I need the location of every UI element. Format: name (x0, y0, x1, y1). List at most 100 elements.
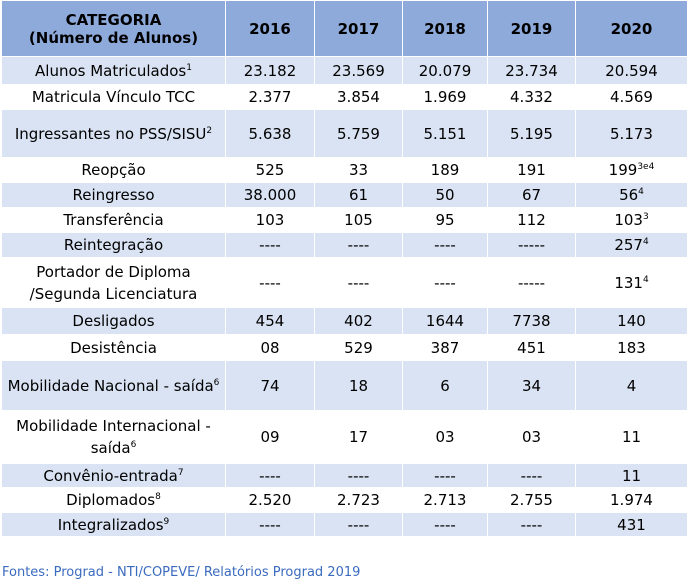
row-value: 74 (225, 360, 315, 411)
row-category: Reingresso (1, 182, 226, 208)
value-text: ---- (520, 515, 543, 534)
row-category-label: Integralizados (57, 515, 164, 534)
value-text: 183 (617, 338, 646, 357)
value-text: ---- (434, 236, 456, 254)
value-text: ----- (517, 236, 546, 254)
value-text: 103 (614, 211, 643, 229)
table-row: Reingresso 38.000 61 50 67 564 (1, 182, 688, 208)
row-value: 3.854 (314, 84, 403, 110)
row-category-label: Convênio-entrada (43, 466, 178, 485)
row-value: 4 (575, 360, 688, 411)
row-value: 5.195 (487, 109, 576, 158)
value-text: 454 (255, 312, 285, 330)
row-category-label: Mobilidade Internacional - saída (16, 417, 211, 457)
value-text: 11 (621, 466, 642, 485)
value-text: ---- (434, 466, 456, 485)
row-value: 431 (575, 512, 688, 537)
footnote-ref: 1 (186, 62, 192, 73)
footnote-ref: 8 (155, 492, 161, 502)
row-value: 112 (487, 207, 576, 233)
row-value: 18 (314, 360, 403, 411)
row-value: ---- (402, 512, 488, 537)
footnote-ref: 4 (642, 274, 649, 285)
row-value: 23.569 (314, 56, 403, 85)
value-text: 20.594 (605, 61, 658, 80)
row-value: 1.974 (575, 487, 688, 513)
row-value: 529 (314, 334, 403, 361)
value-text: 7738 (512, 312, 551, 330)
value-text: 5.759 (337, 124, 380, 143)
value-text: ---- (520, 466, 543, 485)
value-text: ---- (347, 515, 370, 534)
value-text: ---- (434, 273, 456, 292)
value-text: 74 (260, 376, 280, 395)
value-text: 5.638 (248, 124, 292, 143)
row-value: 20.079 (402, 56, 488, 85)
footnote-ref: 4 (642, 237, 649, 247)
row-category-label: Mobilidade Nacional - saída (7, 376, 214, 395)
row-value: 2.755 (487, 487, 576, 513)
value-text: 61 (348, 186, 369, 204)
value-text: 1.974 (610, 491, 653, 509)
value-text: 402 (344, 312, 373, 330)
row-value: ---- (487, 463, 576, 488)
value-text: 6 (440, 376, 450, 395)
value-text: 387 (430, 338, 460, 357)
value-text: 451 (517, 338, 546, 357)
value-text: 431 (617, 515, 646, 534)
row-category: Mobilidade Nacional - saída6 (1, 360, 226, 411)
row-value: 1644 (402, 307, 488, 335)
row-value: 11 (575, 410, 688, 464)
value-text: 67 (521, 186, 542, 204)
header-category: CATEGORIA (Número de Alunos) (1, 0, 226, 57)
row-value: 140 (575, 307, 688, 335)
header-category-line2: (Número de Alunos) (28, 28, 199, 47)
table-row: Ingressantes no PSS/SISU2 5.638 5.759 5.151… (1, 109, 688, 158)
value-text: 199 (608, 161, 638, 179)
value-text: 189 (430, 161, 460, 179)
value-text: ---- (347, 273, 370, 292)
value-text: 2.377 (248, 88, 292, 106)
row-category: Reopção (1, 157, 226, 183)
row-value: ----- (487, 232, 576, 258)
table-row: Mobilidade Nacional - saída6 74 18 6 34 4 (1, 360, 688, 411)
row-value: 105 (314, 207, 403, 233)
row-category: Diplomados8 (1, 487, 226, 513)
row-value: ---- (314, 463, 403, 488)
row-value: 189 (402, 157, 488, 183)
row-value: 95 (402, 207, 488, 233)
row-value: ---- (487, 512, 576, 537)
value-text: 09 (260, 428, 280, 446)
value-text: 50 (435, 186, 455, 204)
row-value: 50 (402, 182, 488, 208)
row-value: 7738 (487, 307, 576, 335)
value-text: ---- (259, 466, 281, 485)
value-text: ---- (347, 236, 370, 254)
footnote-ref: 3 (642, 212, 649, 222)
table-row: Mobilidade Internacional - saída6 09 17 03 0… (1, 410, 688, 464)
value-text: ---- (259, 515, 281, 534)
value-text: 525 (255, 161, 285, 179)
row-value: 402 (314, 307, 403, 335)
row-category-label: Matricula Vínculo TCC (31, 88, 196, 106)
row-value: 08 (225, 334, 315, 361)
row-value: 525 (225, 157, 315, 183)
row-value: 2.520 (225, 487, 315, 513)
row-category: Alunos Matriculados1 (1, 56, 226, 85)
value-text: 1.969 (423, 88, 467, 106)
row-category: Mobilidade Internacional - saída6 (1, 410, 226, 464)
value-text: 34 (521, 376, 542, 395)
row-value: 103 (225, 207, 315, 233)
row-value: 38.000 (225, 182, 315, 208)
value-text: 95 (435, 211, 455, 229)
row-value: 61 (314, 182, 403, 208)
value-text: 11 (621, 428, 642, 446)
header-year: 2018 (402, 0, 488, 57)
row-value: 5.173 (575, 109, 688, 158)
value-text: 56 (619, 186, 639, 204)
footnote-ref: 6 (130, 440, 137, 450)
row-value: ---- (314, 232, 403, 258)
row-category-label: Diplomados (66, 491, 156, 509)
row-value: ---- (225, 463, 315, 488)
value-text: 529 (344, 338, 373, 357)
